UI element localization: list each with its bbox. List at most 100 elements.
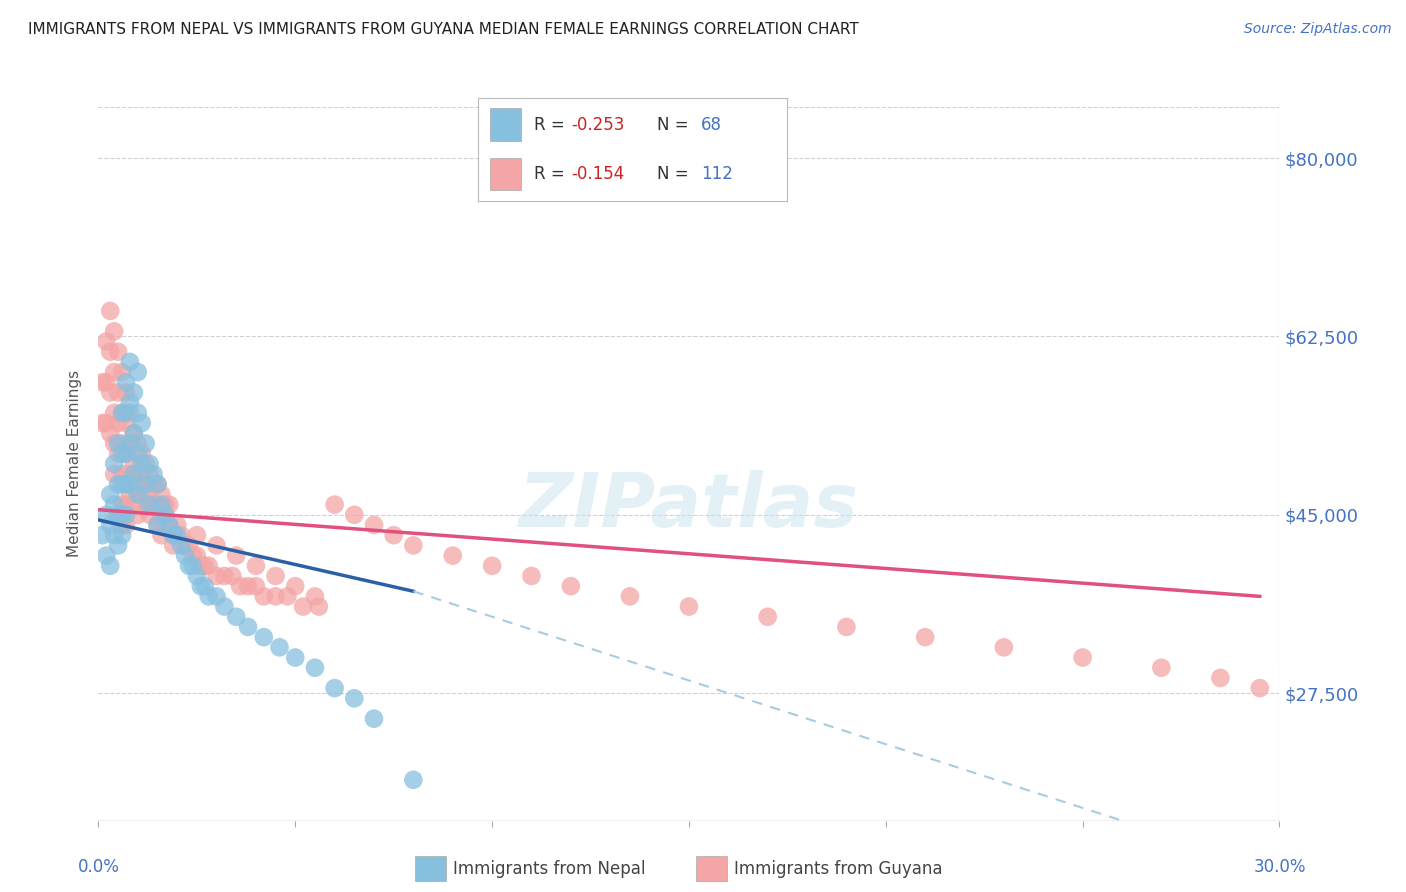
Point <box>98 426 121 441</box>
Point <box>122 477 145 491</box>
Point <box>111 436 134 450</box>
Point <box>96 508 118 522</box>
Point <box>118 467 141 481</box>
Point <box>150 498 173 512</box>
Point <box>96 416 118 430</box>
Point <box>155 508 177 522</box>
Point <box>127 436 149 450</box>
Point <box>115 385 138 400</box>
Point <box>98 487 121 501</box>
Point <box>115 406 138 420</box>
Point <box>1249 681 1271 695</box>
Point <box>174 549 197 563</box>
Point <box>142 467 165 481</box>
Point <box>107 477 129 491</box>
Point <box>284 650 307 665</box>
Point <box>127 487 149 501</box>
FancyBboxPatch shape <box>491 109 522 141</box>
Point <box>135 436 157 450</box>
Point <box>150 487 173 501</box>
Point <box>236 620 259 634</box>
Point <box>146 498 169 512</box>
Point <box>343 508 366 522</box>
Point <box>157 498 180 512</box>
Text: N =: N = <box>658 165 695 183</box>
Point <box>166 528 188 542</box>
Point <box>127 487 149 501</box>
Point <box>162 528 184 542</box>
Point <box>107 416 129 430</box>
Point <box>225 609 247 624</box>
Point <box>98 304 121 318</box>
Point <box>142 477 165 491</box>
Point <box>131 447 153 461</box>
Point <box>115 416 138 430</box>
Point <box>343 691 366 706</box>
Point <box>245 558 267 573</box>
Point <box>402 772 425 787</box>
Text: Immigrants from Guyana: Immigrants from Guyana <box>734 860 942 878</box>
Point <box>1150 661 1173 675</box>
Point <box>91 376 114 390</box>
Point <box>118 436 141 450</box>
Point <box>146 477 169 491</box>
Text: Immigrants from Nepal: Immigrants from Nepal <box>453 860 645 878</box>
Point <box>186 569 208 583</box>
Point <box>127 365 149 379</box>
Point <box>150 508 173 522</box>
Point <box>146 518 169 533</box>
Point <box>304 661 326 675</box>
Point <box>194 579 217 593</box>
Text: 68: 68 <box>700 116 721 134</box>
Text: 30.0%: 30.0% <box>1253 857 1306 876</box>
Point <box>96 334 118 349</box>
Point <box>115 508 138 522</box>
Point <box>118 436 141 450</box>
Point <box>107 385 129 400</box>
Point <box>197 590 219 604</box>
Point <box>142 498 165 512</box>
Point <box>122 498 145 512</box>
Point <box>402 538 425 552</box>
Point <box>304 590 326 604</box>
Point <box>115 518 138 533</box>
Point <box>162 528 184 542</box>
Point <box>1209 671 1232 685</box>
Point <box>118 355 141 369</box>
Point <box>197 558 219 573</box>
Point <box>138 487 160 501</box>
Text: -0.154: -0.154 <box>571 165 624 183</box>
Point <box>756 609 779 624</box>
Point <box>115 447 138 461</box>
Point <box>221 569 243 583</box>
Point <box>127 447 149 461</box>
Point <box>98 344 121 359</box>
Point <box>122 426 145 441</box>
Point <box>131 487 153 501</box>
Point <box>111 518 134 533</box>
Point <box>481 558 503 573</box>
Point <box>135 477 157 491</box>
Point <box>441 549 464 563</box>
Point <box>122 457 145 471</box>
Point <box>269 640 291 655</box>
Point <box>115 477 138 491</box>
Point <box>138 467 160 481</box>
Point <box>245 579 267 593</box>
Point <box>138 457 160 471</box>
Point <box>103 324 125 338</box>
Point <box>174 538 197 552</box>
Point <box>292 599 315 614</box>
Point <box>914 630 936 644</box>
Point <box>111 467 134 481</box>
Point <box>190 579 212 593</box>
Point <box>127 467 149 481</box>
Point <box>107 436 129 450</box>
Point <box>157 518 180 533</box>
Point <box>308 599 330 614</box>
Point <box>135 457 157 471</box>
Text: Source: ZipAtlas.com: Source: ZipAtlas.com <box>1244 22 1392 37</box>
Point <box>150 528 173 542</box>
Point <box>678 599 700 614</box>
Point <box>186 528 208 542</box>
